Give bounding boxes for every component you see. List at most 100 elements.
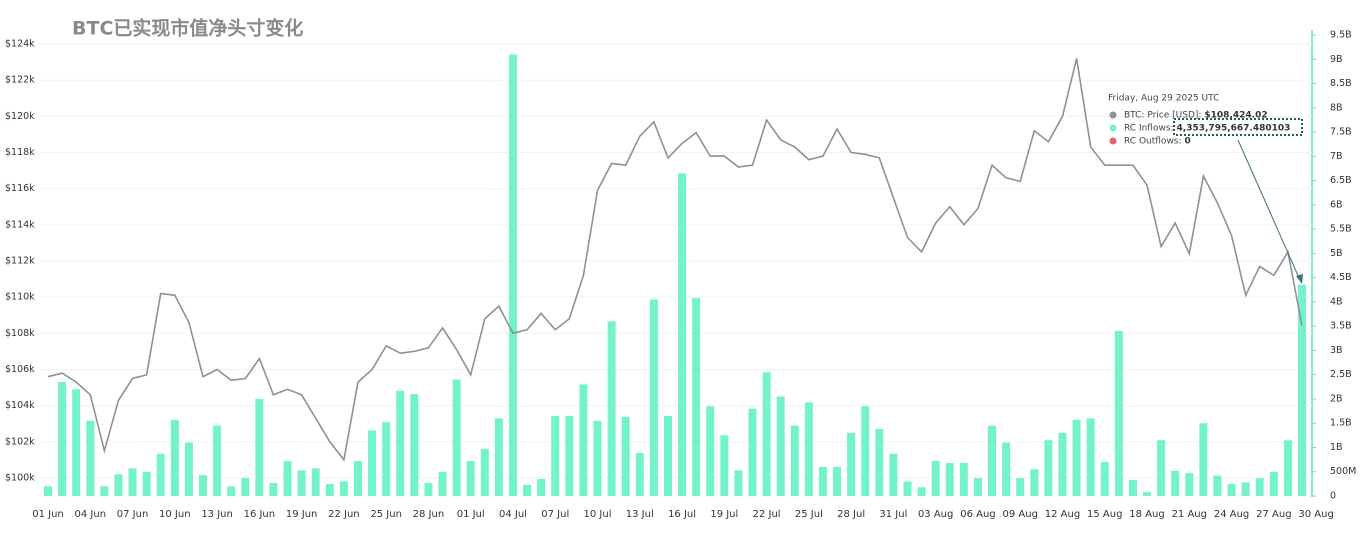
bar xyxy=(311,468,320,496)
y-tick-label: $106k xyxy=(5,364,35,375)
x-tick-label: 22 Jul xyxy=(753,509,781,520)
bar xyxy=(1241,482,1250,496)
x-tick-label: 07 Jun xyxy=(117,509,149,520)
bar xyxy=(818,466,827,496)
bar xyxy=(833,466,842,496)
x-tick-label: 07 Jul xyxy=(541,509,569,520)
annotation-arrow xyxy=(1237,139,1301,281)
y2-tick-label: 8.5B xyxy=(1330,78,1352,89)
bar xyxy=(269,482,278,496)
x-tick-label: 13 Jun xyxy=(201,509,233,520)
bar xyxy=(156,453,165,496)
x-tick-label: 13 Jul xyxy=(626,509,654,520)
bar xyxy=(255,398,264,496)
bar xyxy=(1114,331,1123,496)
tooltip-dot xyxy=(1109,137,1117,145)
bar xyxy=(1143,492,1152,496)
bar xyxy=(410,394,419,496)
y2-tick-label: 9B xyxy=(1330,54,1343,65)
bar xyxy=(537,479,546,496)
bar xyxy=(438,471,447,496)
price-line xyxy=(47,58,1303,462)
bar xyxy=(748,408,757,496)
x-tick-label: 27 Aug xyxy=(1256,509,1291,520)
bar xyxy=(170,419,179,496)
bar xyxy=(1058,432,1067,496)
y2-tick-label: 0 xyxy=(1330,491,1336,502)
bar xyxy=(706,406,715,496)
y-tick-label: $110k xyxy=(5,292,35,303)
x-tick-label: 01 Jul xyxy=(457,509,485,520)
bar xyxy=(1016,478,1025,496)
bar xyxy=(1298,284,1307,496)
bar xyxy=(58,381,67,496)
x-tick-label: 19 Jun xyxy=(286,509,318,520)
x-tick-label: 24 Aug xyxy=(1214,509,1249,520)
y2-tick-label: 7.5B xyxy=(1330,127,1352,138)
bar xyxy=(1199,423,1208,496)
bar xyxy=(368,430,377,496)
y-tick-label: $114k xyxy=(5,219,35,230)
x-tick-label: 28 Jul xyxy=(837,509,865,520)
x-tick-label: 28 Jun xyxy=(413,509,445,520)
bar xyxy=(973,478,982,496)
x-tick-label: 10 Jul xyxy=(584,509,612,520)
y-tick-label: $108k xyxy=(5,328,35,339)
y2-tick-label: 4.5B xyxy=(1330,272,1352,283)
bar xyxy=(1128,479,1137,496)
bar xyxy=(1255,478,1264,496)
tooltip-value: 4,353,795,667.480103 xyxy=(1177,124,1291,134)
y-tick-label: $112k xyxy=(5,255,35,266)
x-tick-label: 31 Jul xyxy=(879,509,907,520)
bar xyxy=(692,298,701,496)
x-tick-label: 16 Jul xyxy=(668,509,696,520)
y2-tick-label: 4B xyxy=(1330,296,1343,307)
bar xyxy=(424,482,433,496)
bar xyxy=(903,481,912,496)
bar xyxy=(847,432,856,496)
bar xyxy=(523,484,532,496)
x-tick-label: 06 Aug xyxy=(960,509,995,520)
bar xyxy=(931,461,940,496)
bar xyxy=(1227,483,1236,496)
bar xyxy=(1072,419,1081,496)
bar xyxy=(945,463,954,496)
bar xyxy=(1185,473,1194,496)
y2-tick-label: 6B xyxy=(1330,199,1343,210)
bar xyxy=(1086,418,1095,496)
bar xyxy=(114,474,123,496)
bar xyxy=(1213,475,1222,496)
bar xyxy=(565,415,574,496)
bar xyxy=(198,475,207,496)
bar xyxy=(241,478,250,496)
bar xyxy=(494,418,503,496)
tooltip-sep: : xyxy=(1171,124,1174,134)
y-tick-label: $102k xyxy=(5,436,35,447)
tooltip-sep: : xyxy=(1198,111,1201,121)
bar xyxy=(72,389,81,496)
tooltip-dot xyxy=(1109,111,1117,119)
y-tick-label: $122k xyxy=(5,75,35,86)
y-tick-label: $124k xyxy=(5,39,35,50)
y2-tick-label: 3B xyxy=(1330,345,1343,356)
x-tick-label: 15 Aug xyxy=(1087,509,1122,520)
chart-title: BTC已实现市值净头寸变化 xyxy=(72,17,303,40)
bar xyxy=(227,486,236,496)
x-tick-label: 04 Jun xyxy=(75,509,107,520)
y2-tick-label: 6.5B xyxy=(1330,175,1352,186)
tooltip-sep: : xyxy=(1179,137,1182,147)
bar xyxy=(720,435,729,496)
x-tick-label: 12 Aug xyxy=(1045,509,1080,520)
x-tick-label: 18 Aug xyxy=(1129,509,1164,520)
bar xyxy=(480,448,489,496)
bar xyxy=(283,461,292,496)
bar xyxy=(396,390,405,496)
bar xyxy=(297,470,306,496)
y-tick-label: $104k xyxy=(5,400,35,411)
bar xyxy=(44,486,52,496)
bar xyxy=(790,425,799,496)
bar xyxy=(1100,462,1109,496)
tooltip-value: $108,424.02 xyxy=(1204,111,1267,121)
x-tick-label: 10 Jun xyxy=(159,509,191,520)
